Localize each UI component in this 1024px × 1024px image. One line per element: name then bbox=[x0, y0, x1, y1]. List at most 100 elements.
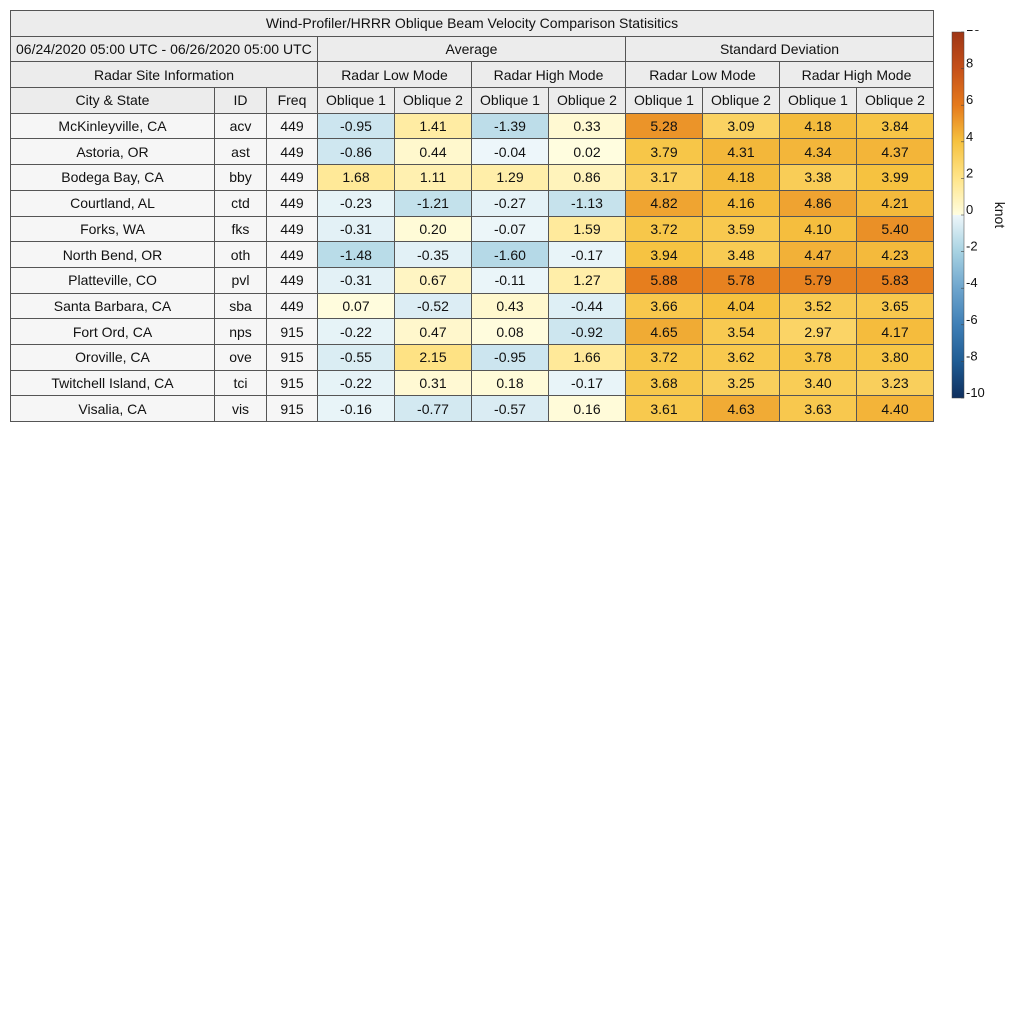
std-high-oblique-2-cell: 5.83 bbox=[856, 266, 934, 294]
avg-high-oblique-1-cell: -0.95 bbox=[471, 343, 549, 371]
site-id-cell: vis bbox=[214, 395, 267, 422]
site-id-cell: acv bbox=[214, 112, 267, 140]
avg-high-oblique-2-cell: -0.44 bbox=[548, 292, 626, 320]
avg-high-mode-header: Radar High Mode bbox=[471, 61, 626, 89]
table-row: Visalia, CA vis 915 -0.16 -0.77 -0.57 0.16 3.61… bbox=[10, 395, 934, 422]
table-row: Oroville, CA ove 915 -0.55 2.15 -0.95 1.66 3.72… bbox=[10, 343, 934, 371]
avg-low-oblique-1-cell: -0.23 bbox=[317, 189, 395, 217]
colorbar-tick-label: 4 bbox=[966, 129, 973, 144]
site-city-cell: Astoria, OR bbox=[10, 138, 215, 166]
std-high-oblique-1-cell: 4.18 bbox=[779, 112, 857, 140]
avg-high-oblique-2-cell: 0.86 bbox=[548, 164, 626, 191]
avg-high-oblique-1-cell: -0.07 bbox=[471, 215, 549, 243]
std-high-oblique-1-cell: 3.52 bbox=[779, 292, 857, 320]
std-low-oblique-2-cell: 4.31 bbox=[702, 138, 780, 166]
colorbar: 10 8 6 4 2 0 -2 -4 -6 -8 -10 knot bbox=[951, 30, 1008, 400]
std-low-oblique-1-cell: 3.66 bbox=[625, 292, 703, 320]
column-header-avg-high-oblique-2: Oblique 2 bbox=[548, 87, 626, 114]
std-low-oblique-1-cell: 3.72 bbox=[625, 215, 703, 243]
site-id-cell: oth bbox=[214, 241, 267, 268]
std-low-oblique-1-cell: 4.65 bbox=[625, 318, 703, 345]
avg-low-oblique-2-cell: 0.47 bbox=[394, 318, 472, 345]
site-city-cell: Courtland, AL bbox=[10, 189, 215, 217]
avg-high-oblique-1-cell: 1.29 bbox=[471, 164, 549, 191]
site-city-cell: Platteville, CO bbox=[10, 266, 215, 294]
avg-high-oblique-2-cell: 0.02 bbox=[548, 138, 626, 166]
site-id-cell: sba bbox=[214, 292, 267, 320]
avg-high-oblique-1-cell: -0.11 bbox=[471, 266, 549, 294]
std-high-oblique-2-cell: 3.65 bbox=[856, 292, 934, 320]
site-freq-cell: 449 bbox=[266, 189, 318, 217]
std-low-oblique-2-cell: 5.78 bbox=[702, 266, 780, 294]
site-id-cell: fks bbox=[214, 215, 267, 243]
avg-low-oblique-1-cell: -0.86 bbox=[317, 138, 395, 166]
std-low-oblique-1-cell: 5.88 bbox=[625, 266, 703, 294]
table-title: Wind-Profiler/HRRR Oblique Beam Velocity… bbox=[10, 10, 934, 37]
column-header-city: City & State bbox=[10, 87, 215, 114]
std-high-oblique-1-cell: 2.97 bbox=[779, 318, 857, 345]
site-city-cell: North Bend, OR bbox=[10, 241, 215, 268]
std-low-oblique-1-cell: 3.68 bbox=[625, 369, 703, 397]
std-low-oblique-2-cell: 4.04 bbox=[702, 292, 780, 320]
avg-high-oblique-2-cell: -1.13 bbox=[548, 189, 626, 217]
avg-high-oblique-2-cell: 0.33 bbox=[548, 112, 626, 140]
std-high-oblique-2-cell: 3.84 bbox=[856, 112, 934, 140]
statistics-table: Wind-Profiler/HRRR Oblique Beam Velocity… bbox=[10, 10, 934, 422]
site-freq-cell: 449 bbox=[266, 138, 318, 166]
std-high-oblique-2-cell: 3.99 bbox=[856, 164, 934, 191]
column-header-freq: Freq bbox=[266, 87, 318, 114]
avg-low-oblique-2-cell: 0.31 bbox=[394, 369, 472, 397]
site-city-cell: McKinleyville, CA bbox=[10, 112, 215, 140]
std-low-oblique-2-cell: 4.63 bbox=[702, 395, 780, 422]
group-header-row: 06/24/2020 05:00 UTC - 06/26/2020 05:00 … bbox=[10, 35, 934, 63]
radar-site-info-header: Radar Site Information bbox=[10, 61, 318, 89]
site-freq-cell: 449 bbox=[266, 266, 318, 294]
avg-low-oblique-2-cell: -1.21 bbox=[394, 189, 472, 217]
site-id-cell: tci bbox=[214, 369, 267, 397]
site-freq-cell: 915 bbox=[266, 343, 318, 371]
avg-high-oblique-1-cell: -0.57 bbox=[471, 395, 549, 422]
colorbar-tick-label: 0 bbox=[966, 202, 973, 217]
std-high-oblique-2-cell: 4.40 bbox=[856, 395, 934, 422]
std-low-oblique-2-cell: 3.48 bbox=[702, 241, 780, 268]
column-header-std-high-oblique-2: Oblique 2 bbox=[856, 87, 934, 114]
std-low-oblique-1-cell: 5.28 bbox=[625, 112, 703, 140]
std-low-oblique-1-cell: 3.17 bbox=[625, 164, 703, 191]
colorbar-tick-label: 10 bbox=[966, 30, 980, 34]
std-high-oblique-2-cell: 4.23 bbox=[856, 241, 934, 268]
std-high-oblique-1-cell: 4.10 bbox=[779, 215, 857, 243]
std-low-oblique-2-cell: 3.54 bbox=[702, 318, 780, 345]
avg-low-oblique-2-cell: 1.41 bbox=[394, 112, 472, 140]
colorbar-tick-label: -6 bbox=[966, 312, 978, 327]
table-row: Courtland, AL ctd 449 -0.23 -1.21 -0.27 -1.13 4… bbox=[10, 189, 934, 217]
avg-low-oblique-2-cell: 0.44 bbox=[394, 138, 472, 166]
colorbar-tick-label: -8 bbox=[966, 348, 978, 363]
table-row: Fort Ord, CA nps 915 -0.22 0.47 0.08 -0.92 4.65… bbox=[10, 318, 934, 345]
std-low-oblique-1-cell: 4.82 bbox=[625, 189, 703, 217]
avg-low-mode-header: Radar Low Mode bbox=[317, 61, 472, 89]
column-header-row: City & State ID Freq Oblique 1 Oblique 2… bbox=[10, 87, 934, 114]
std-low-mode-header: Radar Low Mode bbox=[625, 61, 780, 89]
table-row: McKinleyville, CA acv 449 -0.95 1.41 -1.39 0.3… bbox=[10, 112, 934, 140]
table-row: Astoria, OR ast 449 -0.86 0.44 -0.04 0.02 3.79 4… bbox=[10, 138, 934, 166]
column-header-id: ID bbox=[214, 87, 267, 114]
colorbar-tick-label: -4 bbox=[966, 275, 978, 290]
colorbar-label: knot bbox=[992, 202, 1008, 229]
std-high-oblique-1-cell: 4.47 bbox=[779, 241, 857, 268]
avg-high-oblique-2-cell: 1.27 bbox=[548, 266, 626, 294]
site-id-cell: pvl bbox=[214, 266, 267, 294]
std-low-oblique-1-cell: 3.79 bbox=[625, 138, 703, 166]
site-freq-cell: 449 bbox=[266, 241, 318, 268]
avg-low-oblique-1-cell: -0.95 bbox=[317, 112, 395, 140]
std-low-oblique-2-cell: 3.09 bbox=[702, 112, 780, 140]
avg-high-oblique-1-cell: 0.18 bbox=[471, 369, 549, 397]
table-row: Forks, WA fks 449 -0.31 0.20 -0.07 1.59 3.72 3.5… bbox=[10, 215, 934, 243]
std-low-oblique-2-cell: 3.25 bbox=[702, 369, 780, 397]
site-id-cell: bby bbox=[214, 164, 267, 191]
avg-high-oblique-1-cell: -0.04 bbox=[471, 138, 549, 166]
column-header-std-low-oblique-1: Oblique 1 bbox=[625, 87, 703, 114]
avg-high-oblique-2-cell: -0.17 bbox=[548, 241, 626, 268]
avg-low-oblique-1-cell: -0.31 bbox=[317, 215, 395, 243]
avg-low-oblique-1-cell: 0.07 bbox=[317, 292, 395, 320]
site-city-cell: Santa Barbara, CA bbox=[10, 292, 215, 320]
